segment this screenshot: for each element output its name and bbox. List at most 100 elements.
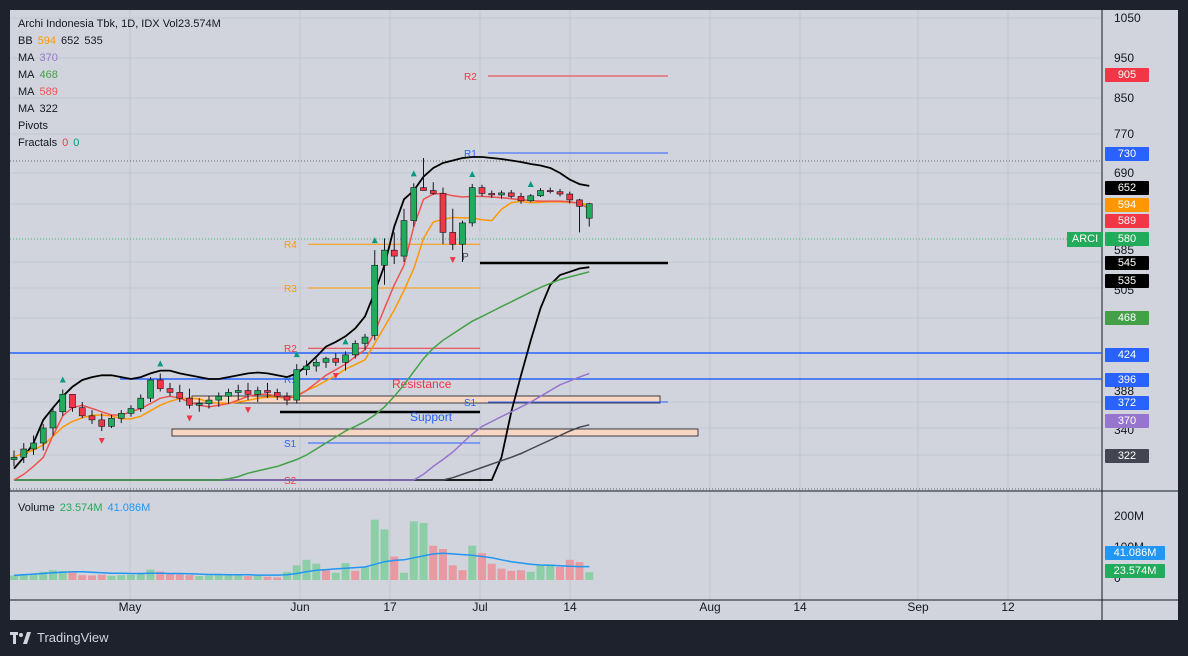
- candle-body[interactable]: [254, 390, 262, 395]
- volume-bar: [526, 571, 535, 580]
- candle-body[interactable]: [108, 417, 115, 427]
- time-axis-label: Jun: [290, 600, 309, 614]
- candle-body[interactable]: [293, 369, 301, 401]
- candle-body[interactable]: [244, 390, 252, 395]
- volume-bar: [292, 565, 301, 580]
- candle-body[interactable]: [390, 249, 398, 257]
- candle-body[interactable]: [215, 395, 223, 401]
- candle-body[interactable]: [30, 442, 37, 450]
- candle-body[interactable]: [88, 415, 96, 421]
- candle-body[interactable]: [410, 187, 418, 221]
- pivot-label: R3: [284, 284, 297, 295]
- candle-body[interactable]: [273, 392, 281, 397]
- candle-body[interactable]: [156, 379, 164, 389]
- candle-body[interactable]: [78, 407, 86, 417]
- candle-body[interactable]: [283, 395, 291, 401]
- candle-body[interactable]: [127, 408, 135, 414]
- price-axis-label: 690: [1114, 166, 1134, 180]
- volume-bar: [117, 575, 126, 580]
- candle-body[interactable]: [20, 448, 28, 458]
- candle-body[interactable]: [39, 427, 47, 444]
- volume-bar: [448, 565, 457, 580]
- candle-body[interactable]: [507, 192, 515, 197]
- candle-body[interactable]: [420, 187, 427, 191]
- tradingview-logo[interactable]: TradingView: [10, 630, 109, 645]
- candle-body[interactable]: [117, 413, 125, 419]
- candle-body[interactable]: [332, 358, 340, 363]
- candle-body[interactable]: [10, 456, 18, 460]
- candle-body[interactable]: [98, 419, 106, 427]
- candle-body[interactable]: [176, 392, 184, 399]
- candle-body[interactable]: [449, 232, 457, 245]
- candle-body[interactable]: [517, 196, 525, 202]
- candle-body[interactable]: [361, 336, 369, 344]
- candle-body[interactable]: [556, 191, 564, 195]
- fractal-up-marker: [59, 376, 66, 383]
- ma-label: MA: [18, 86, 35, 98]
- candle-body[interactable]: [546, 190, 554, 192]
- candle-body[interactable]: [303, 365, 310, 371]
- candle-body[interactable]: [439, 193, 447, 233]
- candle-body[interactable]: [459, 222, 466, 245]
- candle-body[interactable]: [371, 264, 379, 336]
- ma-value: 468: [39, 69, 58, 81]
- ma-value: 322: [39, 103, 58, 115]
- volume-bar: [127, 574, 135, 580]
- fractal-down-marker: [245, 407, 251, 414]
- candle-body[interactable]: [49, 411, 57, 429]
- volume-bar: [409, 521, 418, 580]
- candle-body[interactable]: [468, 187, 476, 224]
- volume-axis-label: 200M: [1114, 509, 1144, 523]
- candle-body[interactable]: [322, 358, 330, 363]
- time-axis-label: Aug: [699, 600, 720, 614]
- price-tag: 580: [1105, 232, 1149, 246]
- candle-body[interactable]: [381, 249, 388, 266]
- volume-bar: [244, 576, 252, 580]
- candle-body[interactable]: [225, 392, 232, 397]
- candle-body[interactable]: [195, 403, 203, 406]
- volume-bar: [487, 563, 496, 580]
- candle-body[interactable]: [400, 220, 408, 257]
- candle-body[interactable]: [342, 354, 349, 363]
- price-tag: 545: [1105, 256, 1149, 270]
- pivot-label: R1: [284, 375, 297, 386]
- price-axis-label: 850: [1114, 91, 1134, 105]
- candle-body[interactable]: [137, 397, 145, 409]
- volume-bar: [58, 570, 67, 580]
- candle-body[interactable]: [351, 343, 359, 356]
- candle-body[interactable]: [59, 394, 67, 413]
- price-chart[interactable]: ResistanceSupportR2R1R4R3R2R1S1S1S2P1050…: [10, 10, 1178, 620]
- legend-ma-1: MA 370: [18, 50, 221, 67]
- candle-body[interactable]: [147, 379, 154, 399]
- candle-body[interactable]: [527, 195, 535, 202]
- ma-label: MA: [18, 69, 35, 81]
- volume-bar: [556, 566, 564, 580]
- candle-body[interactable]: [488, 193, 496, 196]
- candle-body[interactable]: [234, 390, 242, 393]
- candle-body[interactable]: [576, 199, 583, 207]
- fractal-up-marker: [157, 360, 164, 367]
- candle-body[interactable]: [166, 388, 174, 393]
- volume-bar: [331, 572, 340, 580]
- candle-body[interactable]: [205, 399, 213, 404]
- candle-body[interactable]: [498, 192, 505, 196]
- candle-body[interactable]: [312, 361, 320, 367]
- volume-bar: [575, 562, 584, 580]
- candle-body[interactable]: [585, 203, 593, 219]
- tradingview-icon: [10, 631, 31, 644]
- candle-body[interactable]: [566, 193, 574, 201]
- volume-bar: [185, 575, 194, 580]
- candle-body[interactable]: [537, 190, 544, 197]
- volume-bar: [107, 575, 116, 580]
- price-tag: 468: [1105, 311, 1149, 325]
- ma-label: MA: [18, 52, 35, 64]
- candle-body[interactable]: [429, 190, 437, 194]
- volume-bar: [263, 576, 272, 580]
- volume-bar: [341, 563, 350, 580]
- volume-bar: [370, 519, 379, 580]
- candle-body[interactable]: [69, 394, 76, 408]
- candle-body[interactable]: [186, 397, 193, 406]
- candle-body[interactable]: [264, 390, 271, 393]
- candle-body[interactable]: [478, 187, 486, 194]
- volume-bar: [351, 570, 360, 580]
